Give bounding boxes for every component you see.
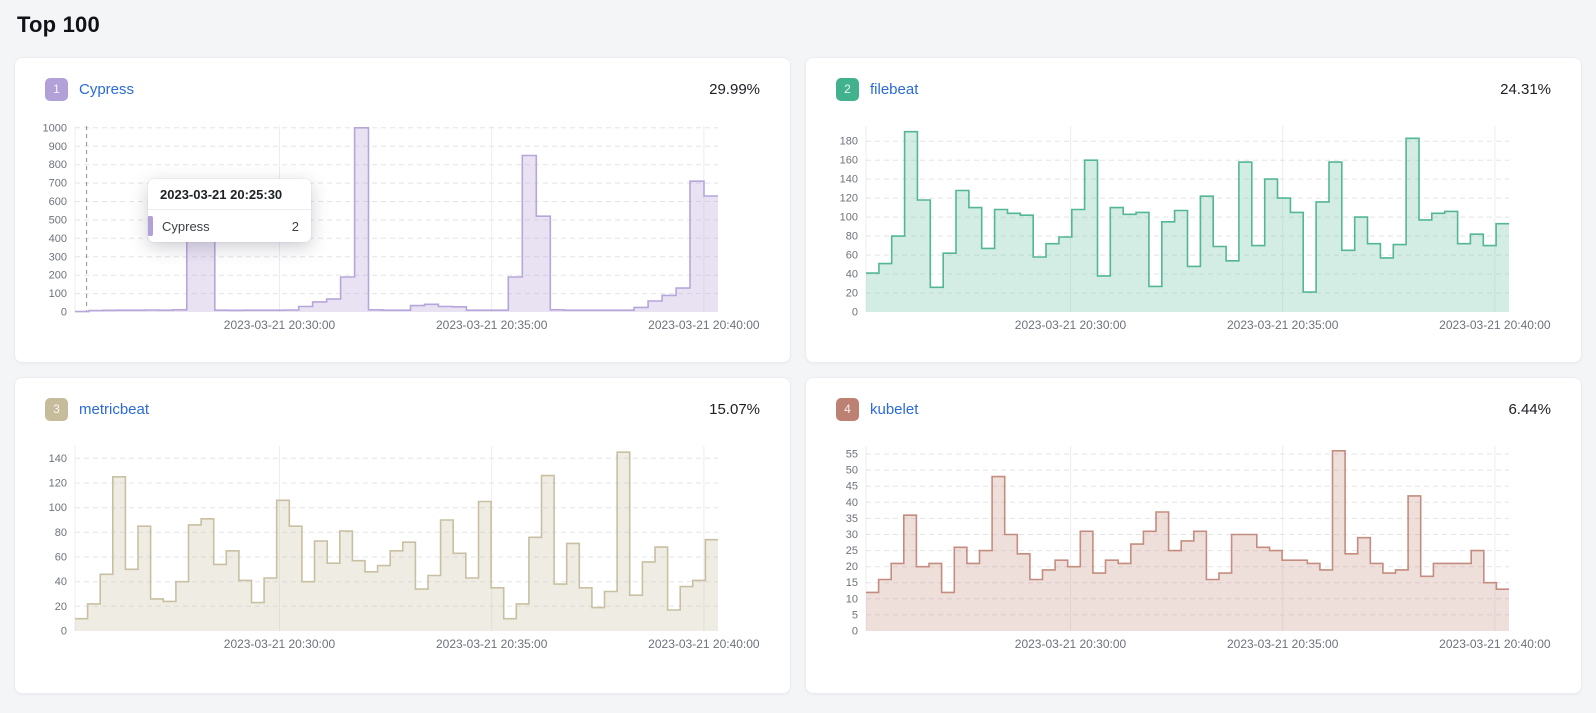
svg-text:60: 60 [55, 552, 67, 564]
svg-text:2023-03-21 20:35:00: 2023-03-21 20:35:00 [436, 637, 548, 651]
percent-value: 24.31% [1500, 80, 1551, 98]
svg-text:2023-03-21 20:35:00: 2023-03-21 20:35:00 [1227, 637, 1339, 651]
svg-text:100: 100 [49, 502, 67, 514]
svg-text:80: 80 [55, 527, 67, 539]
percent-value: 6.44% [1508, 400, 1551, 418]
svg-text:300: 300 [49, 251, 67, 263]
svg-text:2023-03-21 20:35:00: 2023-03-21 20:35:00 [436, 318, 548, 332]
svg-text:200: 200 [49, 270, 67, 282]
svg-text:2023-03-21 20:35:00: 2023-03-21 20:35:00 [1227, 318, 1339, 332]
tooltip-row: Cypress 2 [148, 216, 311, 236]
tooltip-series-label: Cypress [162, 218, 210, 234]
svg-text:400: 400 [49, 233, 67, 245]
series-link-kubelet[interactable]: kubelet [870, 400, 919, 418]
tooltip-series-marker [148, 216, 153, 236]
svg-text:2023-03-21 20:30:00: 2023-03-21 20:30:00 [224, 637, 336, 651]
svg-text:15: 15 [846, 577, 858, 589]
card-header: 4 kubelet 6.44% [822, 392, 1565, 426]
rank-badge: 1 [45, 77, 68, 101]
svg-text:40: 40 [55, 576, 67, 588]
series-link-filebeat[interactable]: filebeat [870, 80, 919, 98]
svg-text:800: 800 [49, 159, 67, 171]
rank-badge: 2 [836, 77, 859, 101]
svg-text:140: 140 [49, 453, 67, 465]
svg-text:45: 45 [846, 481, 858, 493]
svg-text:100: 100 [49, 288, 67, 300]
tooltip-timestamp: 2023-03-21 20:25:30 [148, 179, 311, 210]
filebeat-chart[interactable]: 0 20 40 60 80 100 120 140 160 180 2023-03-21 20:30… [822, 116, 1565, 352]
kubelet-chart[interactable]: 0 5 10 15 20 25 30 35 40 45 50 55 2023-03-21 20:30:0… [822, 436, 1565, 671]
svg-text:30: 30 [846, 529, 858, 541]
svg-text:2023-03-21 20:40:00: 2023-03-21 20:40:00 [1439, 318, 1551, 332]
svg-text:140: 140 [840, 174, 858, 186]
svg-text:700: 700 [49, 178, 67, 190]
svg-text:2023-03-21 20:40:00: 2023-03-21 20:40:00 [648, 637, 760, 651]
svg-text:0: 0 [852, 307, 858, 319]
svg-text:0: 0 [61, 307, 67, 319]
svg-text:120: 120 [49, 478, 67, 490]
svg-text:20: 20 [846, 561, 858, 573]
svg-text:900: 900 [49, 141, 67, 153]
svg-text:180: 180 [840, 136, 858, 148]
svg-text:10: 10 [846, 593, 858, 605]
svg-text:0: 0 [61, 626, 67, 638]
metricbeat-chart[interactable]: 0 20 40 60 80 100 120 140 2023-03-21 20:30:00 202… [31, 436, 774, 671]
card-filebeat: 2 filebeat 24.31% 0 20 40 60 80 100 120 140 160 1… [805, 57, 1582, 363]
svg-text:35: 35 [846, 513, 858, 525]
svg-text:40: 40 [846, 269, 858, 281]
page-title: Top 100 [17, 12, 100, 37]
svg-text:40: 40 [846, 497, 858, 509]
svg-text:2023-03-21 20:30:00: 2023-03-21 20:30:00 [1015, 637, 1127, 651]
card-header: 1 Cypress 29.99% [31, 72, 774, 106]
card-kubelet: 4 kubelet 6.44% 0 5 10 15 20 25 30 35 40 45 50 55 20… [805, 377, 1582, 694]
series-link-metricbeat[interactable]: metricbeat [79, 400, 150, 418]
rank-badge: 4 [836, 397, 859, 421]
svg-text:500: 500 [49, 214, 67, 226]
svg-text:55: 55 [846, 449, 858, 461]
rank-badge: 3 [45, 397, 68, 421]
card-cypress: 1 Cypress 29.99% 0 100 200 300 400 500 600 700 8… [14, 57, 791, 363]
svg-text:600: 600 [49, 196, 67, 208]
svg-text:160: 160 [840, 155, 858, 167]
cards-grid: 1 Cypress 29.99% 0 100 200 300 400 500 600 700 8… [0, 57, 1596, 694]
card-header: 3 metricbeat 15.07% [31, 392, 774, 426]
series-link-cypress[interactable]: Cypress [79, 80, 135, 98]
svg-text:120: 120 [840, 193, 858, 205]
cypress-chart[interactable]: 0 100 200 300 400 500 600 700 800 900 1000 2023-03-… [31, 116, 774, 352]
svg-text:100: 100 [840, 212, 858, 224]
tooltip-series-value: 2 [291, 218, 299, 234]
svg-text:2023-03-21 20:40:00: 2023-03-21 20:40:00 [1439, 637, 1551, 651]
card-metricbeat: 3 metricbeat 15.07% 0 20 40 60 80 100 120 140 20… [14, 377, 791, 694]
svg-text:2023-03-21 20:40:00: 2023-03-21 20:40:00 [648, 318, 760, 332]
svg-text:0: 0 [852, 626, 858, 638]
card-header: 2 filebeat 24.31% [822, 72, 1565, 106]
svg-text:25: 25 [846, 545, 858, 557]
svg-text:20: 20 [55, 601, 67, 613]
svg-text:2023-03-21 20:30:00: 2023-03-21 20:30:00 [224, 318, 336, 332]
percent-value: 29.99% [709, 80, 760, 98]
chart-tooltip: 2023-03-21 20:25:30 Cypress 2 [148, 179, 311, 242]
percent-value: 15.07% [709, 400, 760, 418]
svg-text:1000: 1000 [43, 122, 67, 134]
svg-text:80: 80 [846, 231, 858, 243]
svg-text:5: 5 [852, 609, 858, 621]
svg-text:20: 20 [846, 288, 858, 300]
svg-text:2023-03-21 20:30:00: 2023-03-21 20:30:00 [1015, 318, 1127, 332]
svg-text:50: 50 [846, 465, 858, 477]
svg-text:60: 60 [846, 250, 858, 262]
